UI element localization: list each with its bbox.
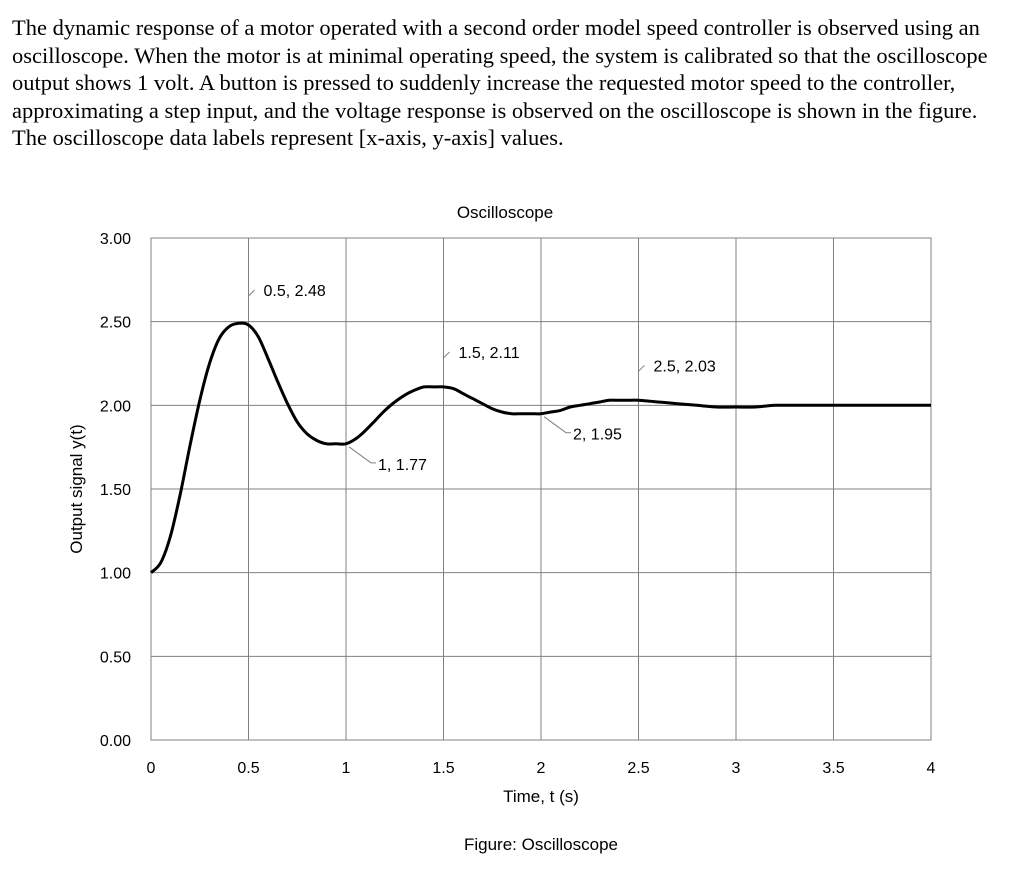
annotation-label: 2.5, 2.03: [654, 358, 716, 375]
y-tick-labels: 0.00 0.50 1.00 1.50 2.00 2.50 3.00: [100, 231, 131, 750]
x-tick-labels: 0 0.5 1 1.5 2 2.5 3 3.5 4: [147, 760, 936, 777]
x-tick-label: 1.5: [432, 760, 454, 777]
x-tick-label: 0.5: [237, 760, 259, 777]
figure-caption: Figure: Oscilloscope: [464, 835, 618, 854]
annotation-label: 1.5, 2.11: [459, 345, 520, 362]
problem-statement: The dynamic response of a motor operated…: [12, 15, 988, 150]
annotation-leader: [543, 416, 571, 434]
y-tick-label: 1.50: [100, 482, 131, 499]
chart-title: Oscilloscope: [457, 203, 553, 222]
x-tick-label: 3.5: [822, 760, 844, 777]
annotation-leader: [348, 446, 376, 464]
y-axis-label: Output signal y(t): [67, 424, 86, 553]
annotation-label: 2, 1.95: [573, 427, 622, 444]
y-tick-label: 3.00: [100, 231, 131, 248]
annotation-leader: [638, 364, 645, 398]
annotation-label: 0.5, 2.48: [264, 283, 326, 300]
chart-grid: [150, 237, 932, 741]
x-axis-label: Time, t (s): [503, 787, 579, 806]
y-tick-label: 0.50: [100, 649, 131, 666]
x-tick-label: 1: [342, 760, 351, 777]
y-tick-label: 1.00: [100, 566, 131, 583]
data-annotations: 0.5, 2.48 1, 1.77 1.5, 2.11 2, 1.95 2.5, 2.0…: [248, 283, 716, 474]
y-tick-label: 2.00: [100, 398, 131, 415]
response-curve: [149, 321, 931, 574]
x-tick-label: 0: [147, 760, 156, 777]
x-tick-label: 2: [537, 760, 546, 777]
y-tick-label: 0.00: [100, 733, 131, 750]
annotation-label: 1, 1.77: [378, 457, 427, 474]
y-tick-label: 2.50: [100, 315, 131, 332]
x-tick-label: 2.5: [627, 760, 649, 777]
annotation-leader: [443, 351, 450, 384]
plot-area-frame: [150, 237, 932, 741]
annotation-leader: [248, 289, 255, 323]
series-group: [149, 321, 931, 574]
x-tick-label: 4: [927, 760, 936, 777]
x-tick-label: 3: [732, 760, 741, 777]
